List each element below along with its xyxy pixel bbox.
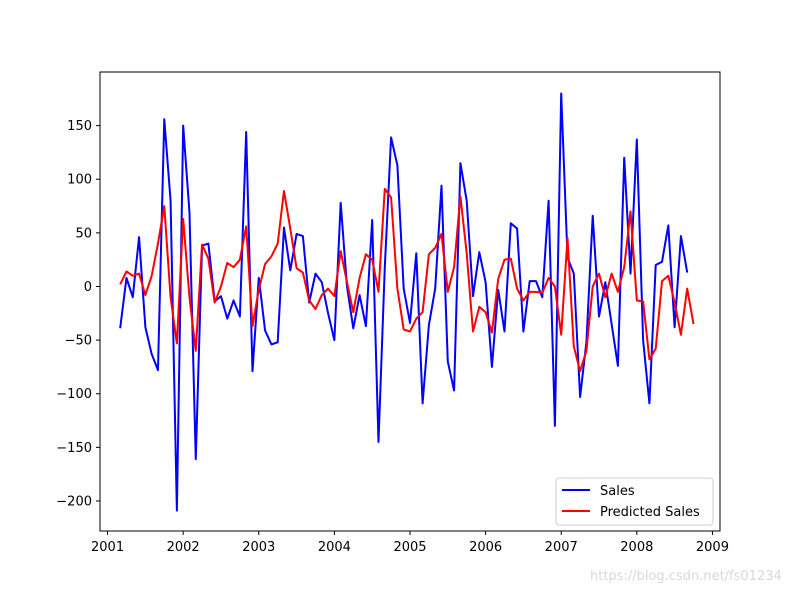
y-tick-label: 50 <box>75 226 92 241</box>
x-tick-label: 2008 <box>620 540 653 555</box>
legend: Sales Predicted Sales <box>555 477 714 526</box>
watermark-text: https://blog.csdn.net/fs01234 <box>590 569 782 584</box>
y-axis: 150 100 50 0 −50 −100 −150 −200 <box>56 119 100 509</box>
legend-label-sales: Sales <box>600 484 635 499</box>
x-tick-label: 2003 <box>242 540 275 555</box>
y-tick-label: 0 <box>84 280 92 295</box>
chart-marks <box>119 92 695 512</box>
x-tick-label: 2006 <box>469 540 502 555</box>
x-tick-label: 2007 <box>545 540 578 555</box>
x-tick-label: 2009 <box>696 540 729 555</box>
x-tick-label: 2004 <box>318 540 351 555</box>
y-tick-label: 100 <box>67 173 92 188</box>
x-tick-label: 2002 <box>167 540 200 555</box>
x-axis: 2001 2002 2003 2004 2005 2006 2007 2008 2009 <box>91 531 729 555</box>
series-line-predicted-sales <box>119 187 695 373</box>
y-tick-label: 150 <box>67 119 92 134</box>
y-tick-label: −100 <box>56 387 92 402</box>
series-line-sales <box>119 92 689 512</box>
y-tick-label: −150 <box>56 441 92 456</box>
y-tick-label: −50 <box>65 334 92 349</box>
x-tick-label: 2005 <box>393 540 426 555</box>
y-tick-label: −200 <box>56 494 92 509</box>
x-tick-label: 2001 <box>91 540 124 555</box>
legend-label-predicted: Predicted Sales <box>600 505 700 520</box>
plot-frame <box>99 71 721 532</box>
legend-box <box>555 477 714 526</box>
